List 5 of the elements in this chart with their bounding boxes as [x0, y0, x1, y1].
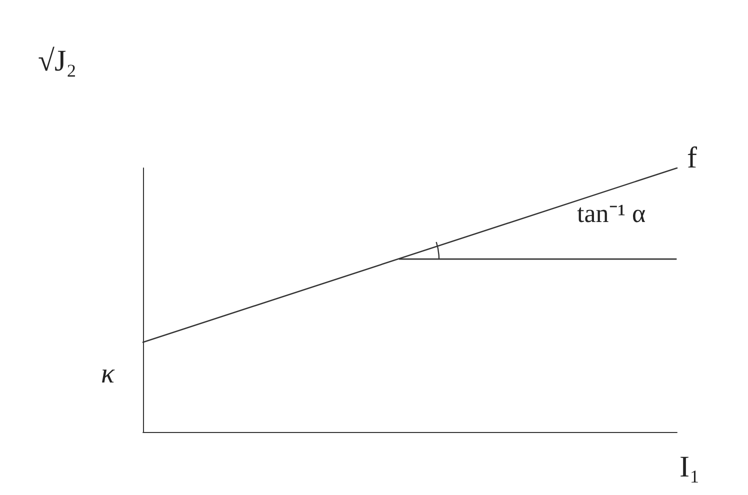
annotation: tan⁻¹ α — [577, 199, 646, 228]
annotation: κ — [101, 358, 115, 390]
y-axis-title: √J₂ — [38, 44, 77, 78]
x-axis-title: I₁ — [680, 450, 700, 484]
series-label: f — [687, 142, 697, 174]
